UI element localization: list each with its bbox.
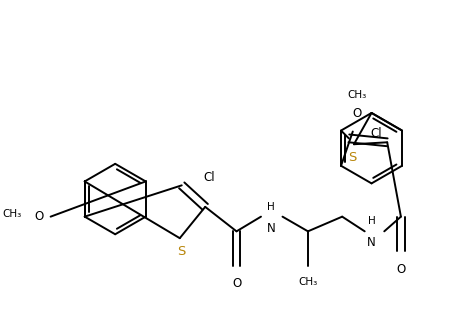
Text: S: S (348, 151, 356, 165)
Text: H: H (267, 202, 274, 212)
Text: Cl: Cl (203, 171, 215, 184)
Text: CH₃: CH₃ (298, 277, 318, 287)
Text: H: H (368, 216, 375, 226)
Text: O: O (396, 263, 406, 276)
Text: O: O (232, 277, 241, 290)
Text: O: O (35, 210, 44, 223)
Text: CH₃: CH₃ (347, 90, 366, 100)
Text: O: O (352, 107, 361, 120)
Text: N: N (266, 221, 275, 234)
Text: S: S (178, 245, 186, 258)
Text: Cl: Cl (370, 127, 382, 140)
Text: CH₃: CH₃ (2, 209, 21, 219)
Text: N: N (367, 236, 376, 249)
